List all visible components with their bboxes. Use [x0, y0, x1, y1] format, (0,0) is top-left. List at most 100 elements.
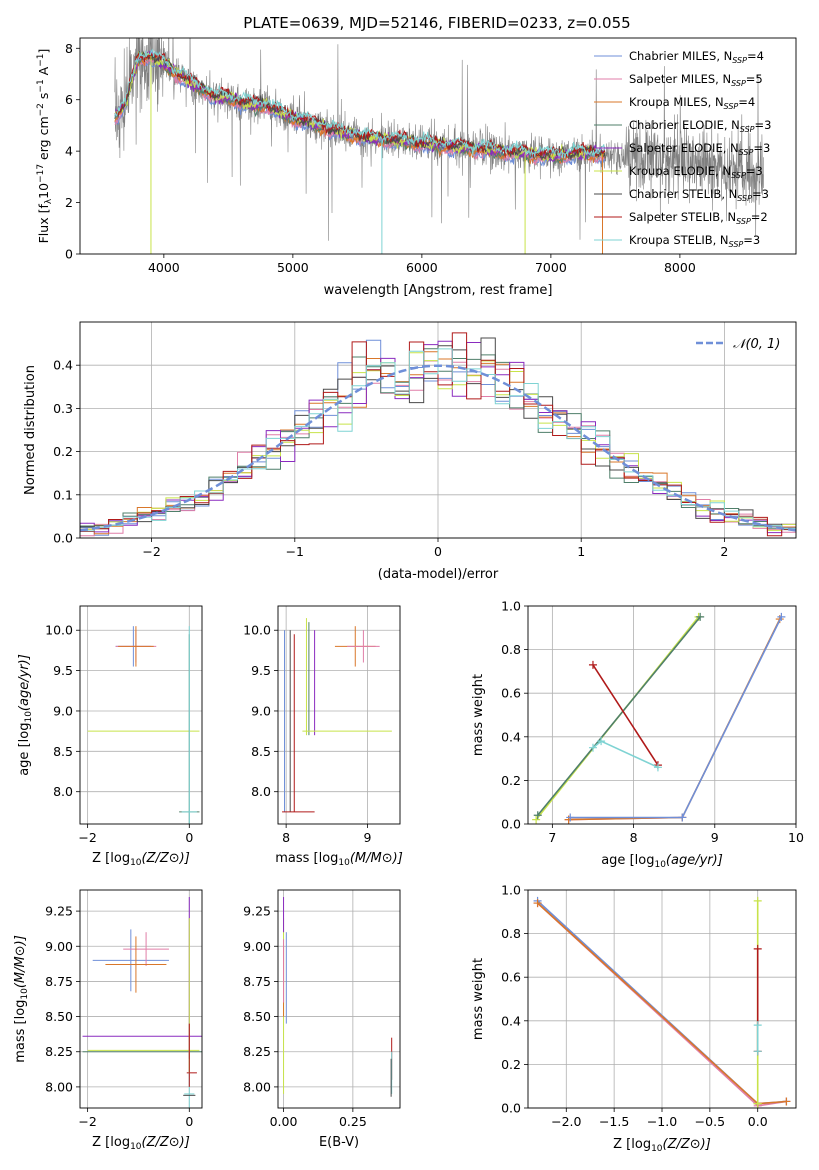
weight-marker: [532, 815, 541, 824]
y-tick-label: 0.6: [501, 970, 521, 985]
y-tick-label: 6: [65, 92, 73, 107]
weight-marker: [753, 1047, 762, 1056]
y-tick-label: 0.0: [501, 1101, 521, 1116]
weight-marker: [597, 737, 606, 746]
x-tick-label: −0.5: [695, 1114, 725, 1129]
legend-label: Kroupa STELIB, NSSP=3: [629, 233, 760, 249]
legend-label: 𝒩(0, 1): [733, 337, 780, 352]
x-tick-label: 10: [788, 830, 804, 845]
legend-label: Chabrier STELIB, NSSP=3: [629, 187, 769, 203]
axes-weight-vs-Z: −2.0 −1.5 −1.0 −0.5 0.0 0.0 0.2 0.4 0.6 0.8 1.0 Z […: [471, 883, 797, 1154]
x-axis-label: age [log10(age/yr)]: [601, 853, 723, 870]
x-tick-label: 0.0: [748, 1114, 768, 1129]
x-axis-label: Z [log10(Z/Z⊙)]: [92, 851, 190, 868]
y-tick-label: 0: [65, 247, 73, 262]
x-tick-label: 8: [282, 830, 290, 845]
y-tick-label: 8.00: [243, 1079, 271, 1094]
axes-frame: [277, 605, 401, 825]
axes-frame: [79, 37, 797, 255]
plot-area-mass-vs-ebv: [283, 897, 393, 1097]
x-tick-label: 8000: [664, 260, 696, 275]
plot-area-weight-vs-age: [532, 612, 786, 824]
x-axis-label: Z [log10(Z/Z⊙)]: [92, 1135, 190, 1152]
weight-marker: [753, 1099, 762, 1108]
model-spectrum-line: [114, 48, 606, 159]
axes-frame: [79, 889, 203, 1109]
legend-label: Chabrier MILES, NSSP=4: [629, 49, 764, 65]
weight-marker: [566, 813, 575, 822]
x-tick-label: −1: [286, 544, 304, 559]
legend-label: Salpeter MILES, NSSP=5: [629, 72, 763, 88]
weight-marker: [777, 612, 786, 621]
normal-distribution-curve: [80, 364, 796, 532]
y-tick-label: 10.0: [45, 623, 73, 638]
axes-frame: [527, 889, 797, 1109]
weight-marker: [678, 813, 687, 822]
y-tick-label: 8.0: [251, 784, 271, 799]
figure-title: PLATE=0639, MJD=52146, FIBERID=0233, z=0…: [243, 14, 630, 32]
weight-marker: [696, 612, 705, 621]
x-axis-label: (data-model)/error: [378, 567, 499, 582]
residual-histogram: [80, 348, 796, 538]
y-tick-label: 8.25: [243, 1044, 271, 1059]
legend-label: Salpeter STELIB, NSSP=2: [629, 210, 768, 226]
weight-line: [592, 664, 659, 766]
weight-marker: [753, 896, 762, 905]
x-tick-label: 2: [720, 544, 728, 559]
axes-age-vs-mass: 8 9 8.0 8.5 9.0 9.5 10.0 mass [log10(M/M⊙)]: [243, 605, 403, 868]
y-tick-label: 9.25: [243, 904, 271, 919]
weight-line: [537, 616, 701, 816]
axes-frame: [79, 605, 203, 825]
y-tick-label: 8.75: [243, 974, 271, 989]
y-tick-label: 8.5: [251, 744, 271, 759]
y-tick-label: 8.0: [53, 784, 73, 799]
x-tick-label: 0: [185, 830, 193, 845]
x-tick-label: −2.0: [551, 1114, 581, 1129]
y-tick-label: 9.5: [53, 663, 73, 678]
y-tick-label: 9.5: [251, 663, 271, 678]
plot-area-weight-vs-Z: [533, 896, 791, 1108]
y-tick-label: 0.1: [53, 487, 73, 502]
y-tick-label: 8.25: [45, 1044, 73, 1059]
y-tick-label: 8.50: [45, 1009, 73, 1024]
plot-area-residuals: [80, 332, 796, 538]
x-axis-label: mass [log10(M/M⊙)]: [275, 851, 403, 868]
weight-marker: [588, 743, 597, 752]
y-tick-label: 8.5: [53, 744, 73, 759]
model-spectrum-line: [114, 52, 606, 160]
y-tick-label: 4: [65, 144, 73, 159]
y-tick-label: 8.00: [45, 1079, 73, 1094]
weight-marker: [653, 763, 662, 772]
y-tick-label: 9.00: [243, 939, 271, 954]
y-tick-label: 9.00: [45, 939, 73, 954]
axes-mass-vs-ebv: 0.00 0.25 8.00 8.25 8.50 8.75 9.00 9.25 E(B-V): [243, 889, 401, 1150]
weight-marker: [533, 811, 542, 820]
plot-area-mass-vs-Z: [82, 897, 202, 1108]
x-tick-label: 1: [577, 544, 585, 559]
y-tick-label: 0.2: [501, 1057, 521, 1072]
y-tick-label: 0.6: [501, 686, 521, 701]
y-tick-label: 0.8: [501, 926, 521, 941]
y-tick-label: 0.8: [501, 642, 521, 657]
spectrum-legend: Chabrier MILES, NSSP=4 Salpeter MILES, NS…: [594, 49, 771, 249]
x-tick-label: 9: [363, 830, 371, 845]
x-tick-label: 0: [434, 544, 442, 559]
x-tick-label: 9: [711, 830, 719, 845]
axes-frame: [79, 321, 797, 539]
legend-label: Kroupa ELODIE, NSSP=3: [629, 164, 763, 180]
weight-marker: [588, 660, 597, 669]
weight-line: [592, 740, 659, 769]
axes-frame: [277, 889, 401, 1109]
y-tick-label: 9.0: [53, 703, 73, 718]
axes-age-vs-Z: −2 0 8.0 8.5 9.0 9.5 10.0 Z [log10(Z/Z⊙)] age [l…: [17, 605, 203, 868]
y-axis-label: Flux [fλ10−17 erg cm−2 s−1 A−1]: [36, 49, 54, 244]
plot-area-age-vs-mass: [282, 618, 392, 813]
x-axis-label: Z [log10(Z/Z⊙)]: [613, 1137, 711, 1154]
weight-marker: [753, 944, 762, 953]
y-tick-label: 0.2: [53, 444, 73, 459]
x-tick-label: −2: [78, 830, 96, 845]
x-tick-label: 6000: [406, 260, 438, 275]
legend-label: Salpeter ELODIE, NSSP=3: [629, 141, 770, 157]
x-tick-label: 7000: [535, 260, 567, 275]
